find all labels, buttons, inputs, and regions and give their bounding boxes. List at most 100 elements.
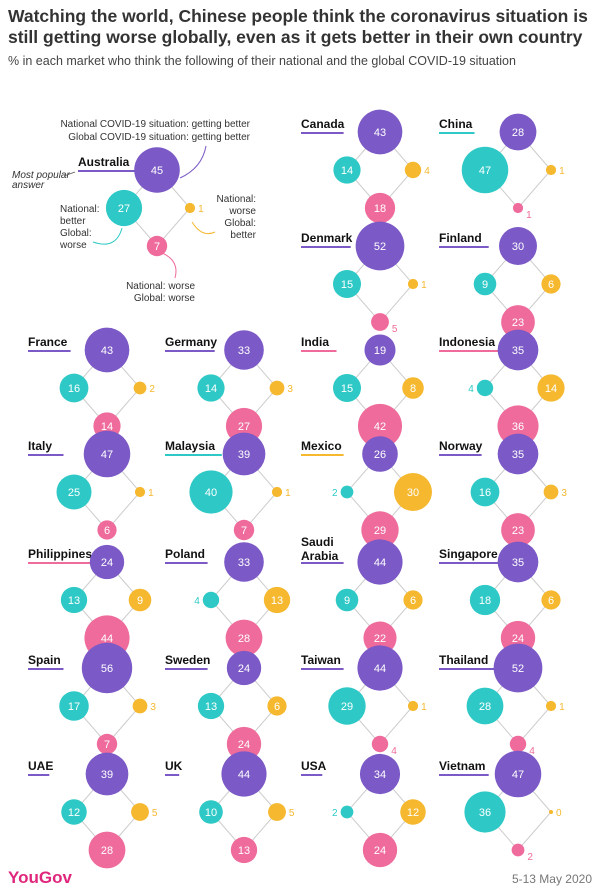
bubble-canada-top (357, 109, 403, 155)
market-singapore: Singapore 35 18 6 24 (439, 541, 561, 656)
bubble-india-left (332, 373, 362, 403)
bubble-norway-bottom (501, 513, 535, 547)
legend-bottom-line1: National: worse (126, 281, 195, 292)
bubble-france-right (133, 381, 147, 395)
value-italy-left: 25 (68, 487, 80, 499)
market-name-thailand: Thailand (439, 653, 488, 667)
value-denmark-right: 1 (421, 280, 427, 291)
value-germany-bottom: 27 (238, 421, 250, 433)
market-name-indonesia: Indonesia (439, 335, 495, 349)
value-australia-right: 1 (198, 204, 204, 215)
bubble-sweden-bottom (226, 726, 262, 762)
bubble-spain-bottom (96, 733, 118, 755)
market-name-sweden: Sweden (165, 653, 210, 667)
value-singapore-right: 6 (548, 595, 554, 607)
bubble-usa-left (340, 805, 354, 819)
header: Watching the world, Chinese people think… (8, 6, 596, 68)
market-name-denmark: Denmark (301, 231, 353, 245)
value-spain-bottom: 7 (104, 739, 110, 751)
market-name-philippines: Philippines (28, 547, 92, 561)
legend-left-line1: National: (60, 204, 99, 215)
value-indonesia-bottom: 36 (512, 421, 524, 433)
market-france: France 43 16 2 14 (28, 327, 155, 440)
value-denmark-left: 15 (341, 279, 353, 291)
market-india: India 19 15 8 42 (301, 334, 424, 449)
value-china-left: 47 (479, 165, 491, 177)
market-spain: Spain 56 17 3 7 (28, 642, 156, 755)
value-norway-left: 16 (479, 487, 491, 499)
bubble-singapore-left (469, 584, 501, 616)
value-canada-left: 14 (341, 165, 353, 177)
bubble-china-bottom (512, 202, 524, 214)
bubble-vietnam-right (549, 810, 553, 814)
market-canada: Canada 43 14 4 18 (301, 109, 430, 224)
value-sweden-left: 13 (205, 701, 217, 713)
value-taiwan-bottom: 4 (391, 746, 397, 757)
bubble-uk-bottom (230, 836, 258, 864)
market-italy: Italy 47 25 1 6 (28, 430, 154, 540)
value-canada-top: 43 (374, 127, 386, 139)
value-mexico-right: 30 (407, 487, 419, 499)
legend-left-arrow (92, 227, 123, 245)
value-china-bottom: 1 (526, 210, 532, 221)
bubble-norway-top (497, 433, 539, 475)
value-canada-right: 4 (424, 166, 430, 177)
bubble-usa-top (359, 753, 401, 795)
value-france-left: 16 (68, 383, 80, 395)
legend-right-line1: National: (217, 194, 256, 205)
bubble-thailand-left (466, 687, 504, 725)
value-thailand-right: 1 (559, 702, 565, 713)
value-saudi-arabia-left: 9 (344, 595, 350, 607)
bubble-thailand-bottom (509, 735, 527, 753)
bubble-mexico-top (362, 436, 398, 472)
market-name-poland: Poland (165, 547, 205, 561)
bubble-canada-right (404, 161, 422, 179)
bubble-indonesia-bottom (497, 405, 539, 447)
value-uk-right: 5 (289, 808, 295, 819)
value-finland-right: 6 (548, 279, 554, 291)
bubble-france-top (84, 327, 130, 373)
value-italy-right: 1 (148, 488, 154, 499)
bubble-uk-left (199, 800, 223, 824)
bubble-india-right (402, 377, 424, 399)
bubble-italy-top (83, 430, 131, 478)
value-malaysia-bottom: 7 (241, 525, 247, 537)
value-taiwan-right: 1 (421, 702, 427, 713)
survey-date: 5-13 May 2020 (511, 872, 592, 886)
bubble-mexico-left (340, 485, 354, 499)
value-india-bottom: 42 (374, 421, 386, 433)
bubble-singapore-right (541, 590, 561, 610)
value-thailand-left: 28 (479, 701, 491, 713)
bubble-denmark-top (355, 221, 405, 271)
bubble-finland-right (541, 274, 561, 294)
value-poland-bottom: 28 (238, 633, 250, 645)
legend-top-line2: Global COVID-19 situation: getting bette… (68, 132, 250, 143)
market-norway: Norway 35 16 3 23 (439, 433, 567, 547)
bubble-saudi-arabia-right (403, 590, 423, 610)
bubble-norway-right (543, 484, 559, 500)
bubble-china-top (499, 113, 537, 151)
market-name-vietnam: Vietnam (439, 759, 485, 773)
value-australia-bottom: 7 (154, 241, 160, 253)
value-uae-right: 5 (152, 808, 158, 819)
market-finland: Finland 30 9 6 23 (439, 227, 561, 339)
market-name-uae: UAE (28, 759, 53, 773)
bubble-taiwan-left (328, 687, 366, 725)
bubble-malaysia-top (222, 432, 266, 476)
bubble-denmark-left (332, 269, 362, 299)
legend-right-line3: Global: (224, 218, 256, 229)
value-usa-bottom: 24 (374, 845, 386, 857)
value-spain-right: 3 (150, 702, 156, 713)
market-sweden: Sweden 24 13 6 24 (165, 650, 287, 762)
legend-top-line1: National COVID-19 situation: getting bet… (60, 119, 250, 130)
value-philippines-right: 9 (137, 595, 143, 607)
value-uae-left: 12 (68, 807, 80, 819)
bubble-indonesia-top (497, 329, 539, 371)
bubble-italy-right (134, 486, 146, 498)
value-poland-right: 13 (271, 595, 283, 607)
value-finland-left: 9 (482, 279, 488, 291)
bubble-sweden-top (226, 650, 262, 686)
value-saudi-arabia-bottom: 22 (374, 633, 386, 645)
